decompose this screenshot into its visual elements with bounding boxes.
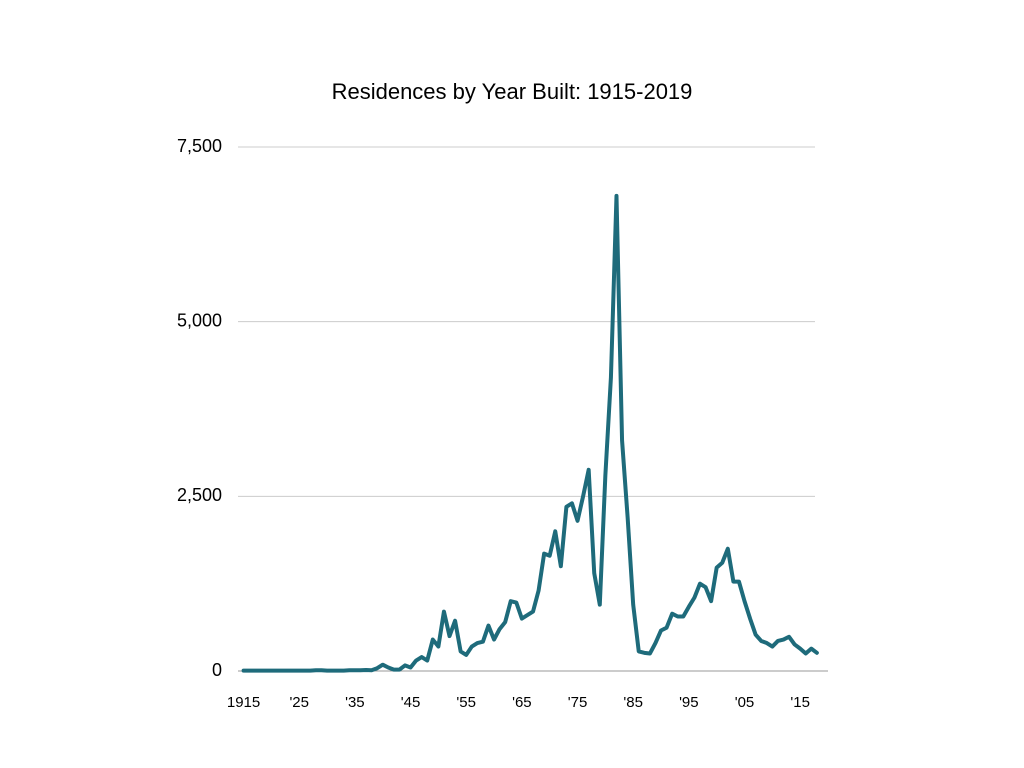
x-tick-label: '65 — [512, 694, 532, 711]
x-tick-label: '15 — [790, 694, 810, 711]
x-tick-label: '35 — [345, 694, 365, 711]
x-tick-label: '95 — [679, 694, 699, 711]
x-tick-label: '05 — [735, 694, 755, 711]
y-tick-label: 2,500 — [177, 485, 222, 505]
x-tick-label: '75 — [568, 694, 588, 711]
data-line — [241, 193, 819, 673]
y-tick-label: 5,000 — [177, 310, 222, 330]
chart-title: Residences by Year Built: 1915-2019 — [332, 79, 693, 104]
x-tick-label: '85 — [623, 694, 643, 711]
x-tick-label: '45 — [401, 694, 421, 711]
x-tick-label: '25 — [289, 694, 309, 711]
y-tick-label: 0 — [212, 660, 222, 680]
x-tick-label: '55 — [456, 694, 476, 711]
y-tick-label: 7,500 — [177, 136, 222, 156]
x-tick-label: 1915 — [227, 694, 260, 711]
